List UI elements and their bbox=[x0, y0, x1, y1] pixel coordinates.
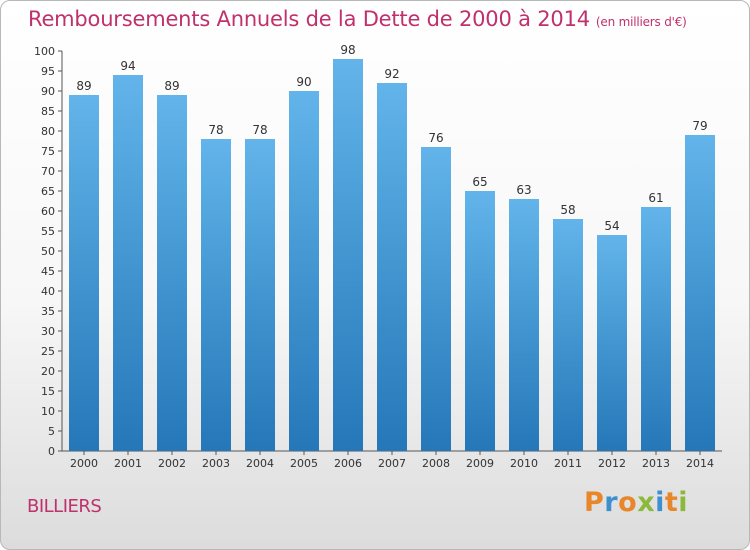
bar-2006 bbox=[333, 59, 363, 451]
bar-2002 bbox=[157, 95, 187, 451]
bar-2011 bbox=[553, 219, 583, 451]
logo-letter: i bbox=[678, 487, 689, 518]
y-tick-label: 10 bbox=[41, 405, 55, 418]
y-tick-label: 30 bbox=[41, 325, 55, 338]
logo-letter: r bbox=[604, 487, 619, 518]
x-tick-label-2001: 2001 bbox=[114, 457, 142, 470]
data-label-2004: 78 bbox=[252, 123, 267, 137]
data-label-2006: 98 bbox=[340, 43, 355, 57]
y-tick-label: 70 bbox=[41, 165, 55, 178]
bar-2005 bbox=[289, 91, 319, 451]
x-tick-label-2004: 2004 bbox=[246, 457, 274, 470]
data-label-2003: 78 bbox=[208, 123, 223, 137]
y-tick-label: 75 bbox=[41, 145, 55, 158]
bar-2010 bbox=[509, 199, 539, 451]
data-label-2011: 58 bbox=[560, 203, 575, 217]
chart-title: Remboursements Annuels de la Dette de 20… bbox=[28, 7, 687, 31]
y-tick-label: 40 bbox=[41, 285, 55, 298]
x-tick-label-2005: 2005 bbox=[290, 457, 318, 470]
x-tick-label-2000: 2000 bbox=[70, 457, 98, 470]
y-tick-label: 25 bbox=[41, 345, 55, 358]
data-label-2005: 90 bbox=[296, 75, 311, 89]
x-tick-label-2007: 2007 bbox=[378, 457, 406, 470]
data-label-2013: 61 bbox=[648, 191, 663, 205]
y-tick-label: 85 bbox=[41, 105, 55, 118]
bar-2008 bbox=[421, 147, 451, 451]
x-tick-label-2012: 2012 bbox=[598, 457, 626, 470]
y-tick-label: 65 bbox=[41, 185, 55, 198]
data-label-2009: 65 bbox=[472, 175, 487, 189]
x-tick-label-2011: 2011 bbox=[554, 457, 582, 470]
y-tick-label: 90 bbox=[41, 85, 55, 98]
logo-letter: t bbox=[664, 487, 679, 518]
data-label-2000: 89 bbox=[76, 79, 91, 93]
data-label-2007: 92 bbox=[384, 67, 399, 81]
y-tick-label: 45 bbox=[41, 265, 55, 278]
data-label-2002: 89 bbox=[164, 79, 179, 93]
data-label-2012: 54 bbox=[604, 219, 619, 233]
x-tick-label-2008: 2008 bbox=[422, 457, 450, 470]
y-tick-label: 15 bbox=[41, 385, 55, 398]
logo-letter: P bbox=[584, 487, 605, 518]
logo-letter: o bbox=[618, 487, 638, 518]
x-tick-label-2002: 2002 bbox=[158, 457, 186, 470]
y-tick-label: 20 bbox=[41, 365, 55, 378]
logo-letter: x bbox=[637, 487, 656, 518]
y-tick-label: 35 bbox=[41, 305, 55, 318]
y-tick-label: 100 bbox=[34, 45, 55, 58]
x-tick-label-2013: 2013 bbox=[642, 457, 670, 470]
bar-2014 bbox=[685, 135, 715, 451]
chart-unit: (en milliers d'€) bbox=[595, 15, 687, 29]
y-tick-label: 80 bbox=[41, 125, 55, 138]
y-tick-label: 0 bbox=[48, 445, 55, 458]
data-label-2001: 94 bbox=[120, 59, 135, 73]
bar-2004 bbox=[245, 139, 275, 451]
data-label-2014: 79 bbox=[692, 119, 707, 133]
x-tick-label-2006: 2006 bbox=[334, 457, 362, 470]
y-tick-label: 50 bbox=[41, 245, 55, 258]
bar-2003 bbox=[201, 139, 231, 451]
x-tick-label-2010: 2010 bbox=[510, 457, 538, 470]
bar-2012 bbox=[597, 235, 627, 451]
logo-letter: i bbox=[655, 487, 665, 518]
data-label-2010: 63 bbox=[516, 183, 531, 197]
y-tick-label: 60 bbox=[41, 205, 55, 218]
proxiti-logo: Proxiti bbox=[584, 487, 688, 518]
bar-2001 bbox=[113, 75, 143, 451]
bar-2013 bbox=[641, 207, 671, 451]
x-tick-label-2009: 2009 bbox=[466, 457, 494, 470]
y-tick-label: 55 bbox=[41, 225, 55, 238]
y-tick-label: 95 bbox=[41, 65, 55, 78]
x-tick-label-2003: 2003 bbox=[202, 457, 230, 470]
chart-title-text: Remboursements Annuels de la Dette de 20… bbox=[28, 7, 590, 31]
bar-2007 bbox=[377, 83, 407, 451]
x-tick-label-2014: 2014 bbox=[686, 457, 714, 470]
commune-name: BILLIERS bbox=[27, 496, 102, 517]
data-label-2008: 76 bbox=[428, 131, 443, 145]
y-tick-label: 5 bbox=[48, 425, 55, 438]
bar-2009 bbox=[465, 191, 495, 451]
bar-2000 bbox=[69, 95, 99, 451]
